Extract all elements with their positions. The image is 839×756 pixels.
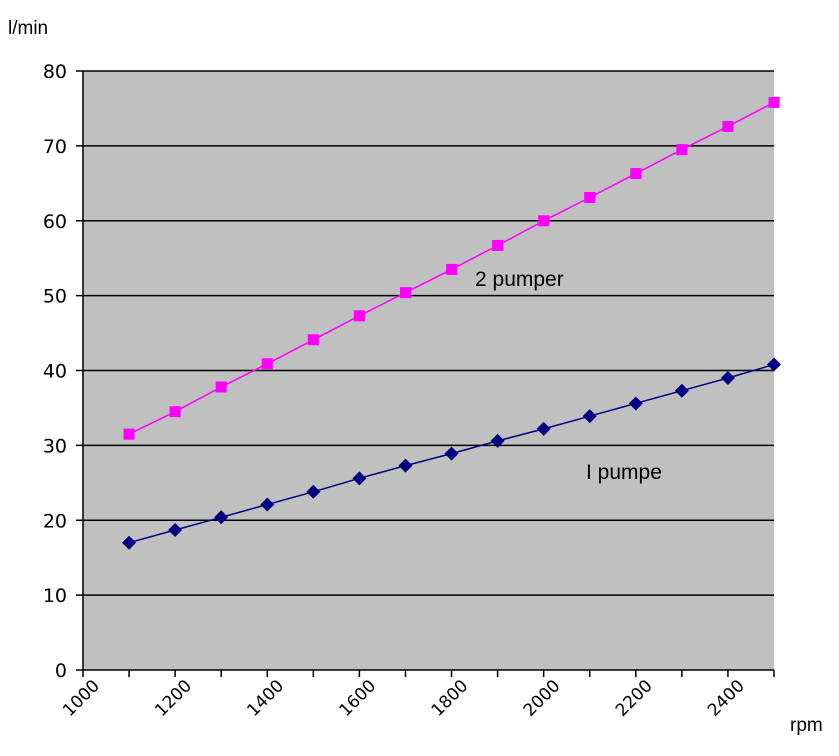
data-point (767, 357, 781, 372)
y-tick-label: 50 (43, 286, 67, 308)
data-point (307, 334, 319, 346)
x-tick-label: 2400 (704, 676, 749, 721)
data-point (122, 535, 137, 550)
data-point (306, 484, 321, 499)
data-point (260, 497, 275, 512)
data-point (628, 396, 643, 411)
data-point (446, 263, 458, 275)
annotation-2-pumper: 2 pumper (475, 268, 564, 291)
data-point (399, 287, 411, 299)
y-tick-label: 10 (43, 585, 67, 607)
data-point (352, 471, 367, 486)
series-2 (123, 96, 780, 440)
data-point (169, 406, 181, 418)
x-tick-label: 2000 (520, 676, 565, 721)
x-tick-label: 2200 (612, 676, 657, 721)
series-1 (122, 357, 781, 550)
y-tick-label: 70 (43, 136, 67, 158)
x-tick-label: 1800 (428, 676, 473, 721)
data-point (720, 370, 735, 385)
data-point (398, 458, 413, 473)
y-tick-label: 80 (43, 61, 67, 83)
data-point (538, 215, 550, 227)
data-point (582, 409, 597, 424)
x-tick-label: 1400 (243, 676, 288, 721)
data-point (215, 381, 227, 393)
y-tick-labels: 0 10 20 30 40 50 60 70 80 (43, 61, 67, 682)
y-axis-title: l/min (8, 18, 48, 39)
data-point (722, 120, 734, 132)
data-point (584, 192, 596, 204)
data-point (536, 421, 551, 436)
data-point (123, 428, 135, 440)
annotation-1-pumpe: I pumpe (586, 461, 662, 484)
data-point (490, 433, 505, 448)
x-tick-label: 1600 (335, 676, 380, 721)
y-tick-label: 60 (43, 211, 67, 233)
data-point (261, 358, 273, 370)
x-tick-label: 1000 (59, 676, 104, 721)
y-tick-label: 0 (55, 660, 67, 682)
y-tick-label: 20 (43, 510, 67, 532)
data-point (168, 522, 183, 537)
gridlines (76, 70, 774, 671)
y-tick-label: 30 (43, 435, 67, 457)
x-tick-label: 1200 (151, 676, 196, 721)
data-point (674, 383, 689, 398)
x-tick-labels: 1000 1200 1400 1600 1800 2000 2200 2400 (59, 676, 749, 721)
series-layer (122, 96, 781, 550)
data-point (492, 239, 504, 251)
data-point (214, 510, 229, 525)
axes (82, 71, 775, 677)
data-point (444, 446, 459, 461)
data-point (768, 96, 780, 108)
y-tick-label: 40 (43, 361, 67, 383)
data-point (630, 168, 642, 180)
x-axis-title: rpm (790, 715, 823, 736)
data-point (353, 310, 365, 322)
data-point (676, 144, 688, 156)
